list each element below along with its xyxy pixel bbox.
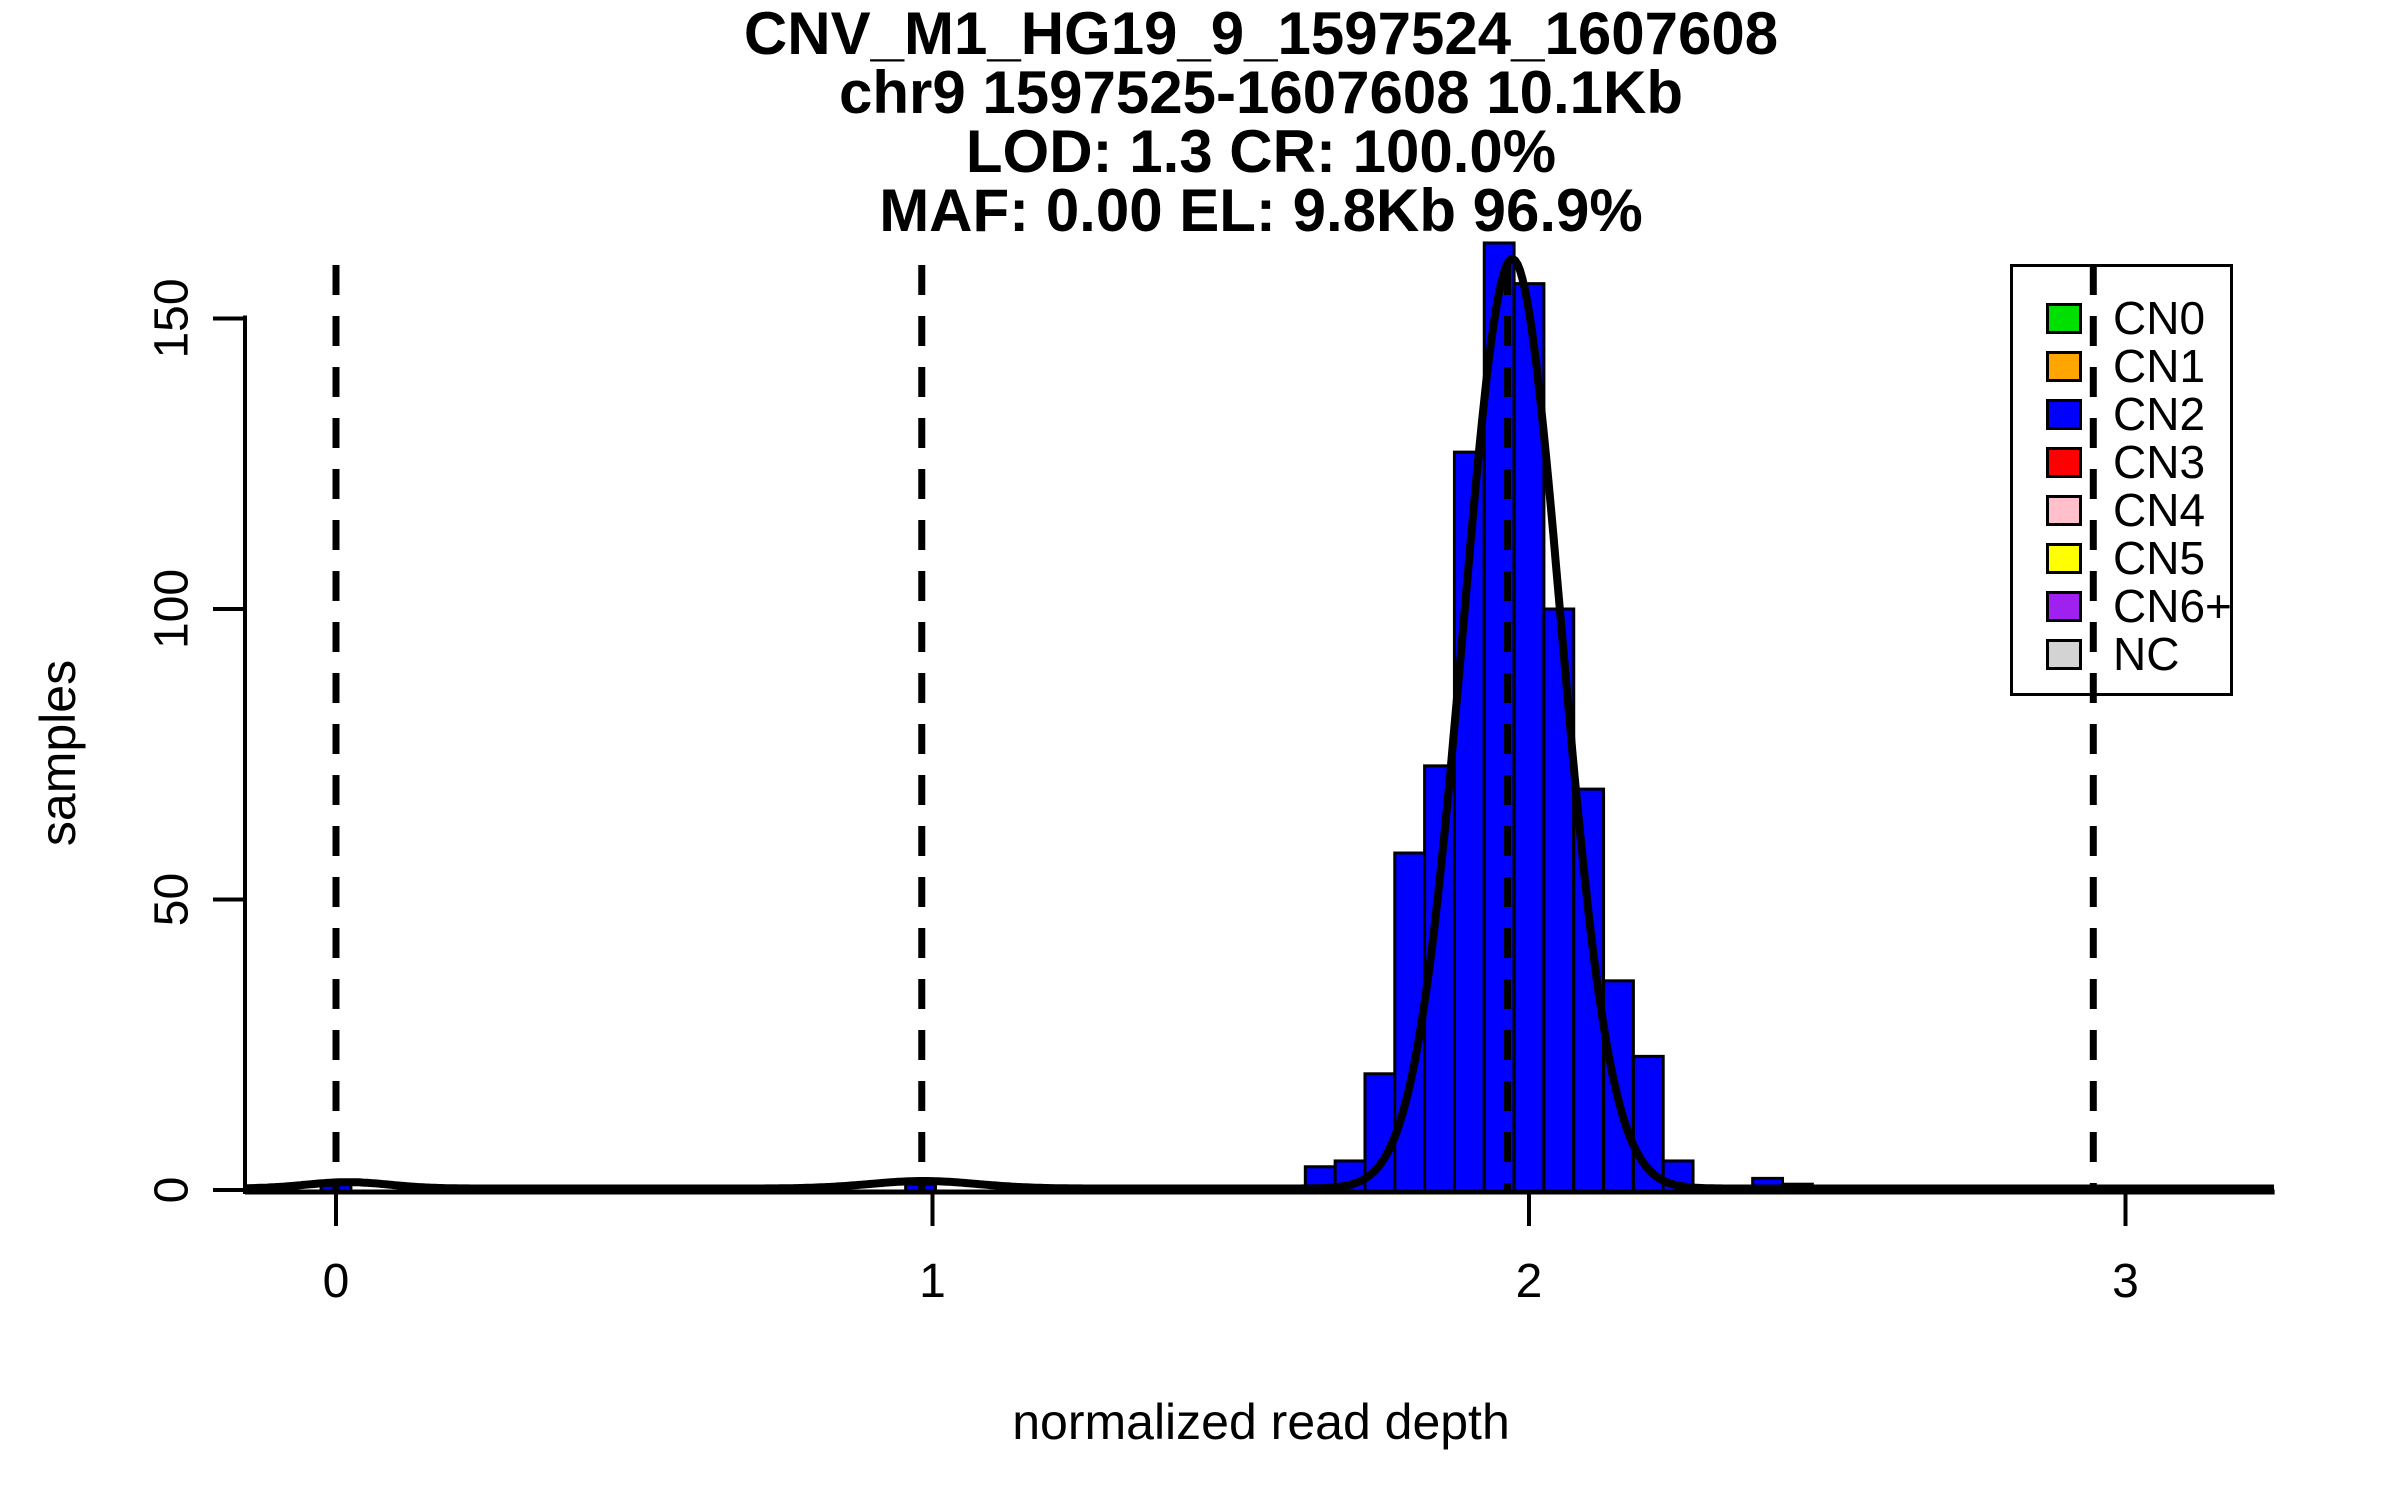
histogram-bar: [1602, 979, 1635, 1194]
legend-item-cn2: CN2: [2013, 390, 2230, 438]
x-tick-label: 3: [2112, 1255, 2139, 1308]
legend-swatch-icon: [2046, 494, 2082, 526]
title-line-3: LOD: 1.3 CR: 100.0%: [965, 118, 1557, 185]
legend-label: CN1: [2113, 340, 2206, 392]
legend-label: NC: [2113, 628, 2180, 680]
x-tick-label: 0: [323, 1255, 350, 1308]
legend-label: CN4: [2113, 484, 2206, 536]
legend-item-cn0: CN0: [2013, 294, 2230, 342]
legend-item-cn5: CN5: [2013, 534, 2230, 582]
legend-label: CN3: [2113, 436, 2206, 488]
legend-label: CN5: [2113, 532, 2206, 584]
legend-label: CN6+: [2113, 580, 2232, 632]
y-tick-label: 150: [146, 278, 199, 358]
legend-item-cn3: CN3: [2013, 438, 2230, 486]
legend-item-nc: NC: [2013, 630, 2230, 678]
x-tick-label: 2: [1516, 1255, 1543, 1308]
legend-swatch-icon: [2046, 398, 2082, 430]
y-tick-label: 100: [146, 569, 199, 649]
y-tick-label: 0: [146, 1177, 199, 1204]
legend-swatch-icon: [2046, 446, 2082, 478]
legend: CN0 CN1 CN2 CN3 CN4 CN5 CN6+ NC: [2010, 264, 2233, 696]
chart-title: CNV_M1_HG19_9_1597524_1607608 chr9 15975…: [743, 0, 1779, 244]
legend-swatch-icon: [2046, 638, 2082, 670]
legend-items: CN0 CN1 CN2 CN3 CN4 CN5 CN6+ NC: [2013, 294, 2232, 678]
x-tick-label: 1: [919, 1255, 946, 1308]
x-axis-label: normalized read depth: [1012, 1394, 1510, 1450]
legend-swatch-icon: [2046, 590, 2082, 622]
legend-swatch-icon: [2046, 302, 2082, 334]
legend-item-cn4: CN4: [2013, 486, 2230, 534]
title-line-4: MAF: 0.00 EL: 9.8Kb 96.9%: [879, 177, 1643, 244]
legend-item-cn1: CN1: [2013, 342, 2230, 390]
legend-item-cn6: CN6+: [2013, 580, 2232, 632]
title-line-1: CNV_M1_HG19_9_1597524_1607608: [743, 0, 1779, 67]
title-line-2: chr9 1597525-1607608 10.1Kb: [839, 59, 1683, 126]
legend-label: CN0: [2113, 292, 2206, 344]
fit-curve: [241, 255, 2276, 1193]
legend-swatch-icon: [2046, 542, 2082, 574]
y-tick-label: 50: [146, 873, 199, 926]
legend-swatch-icon: [2046, 350, 2082, 382]
legend-label: CN2: [2113, 388, 2206, 440]
y-axis-label: samples: [30, 659, 86, 847]
